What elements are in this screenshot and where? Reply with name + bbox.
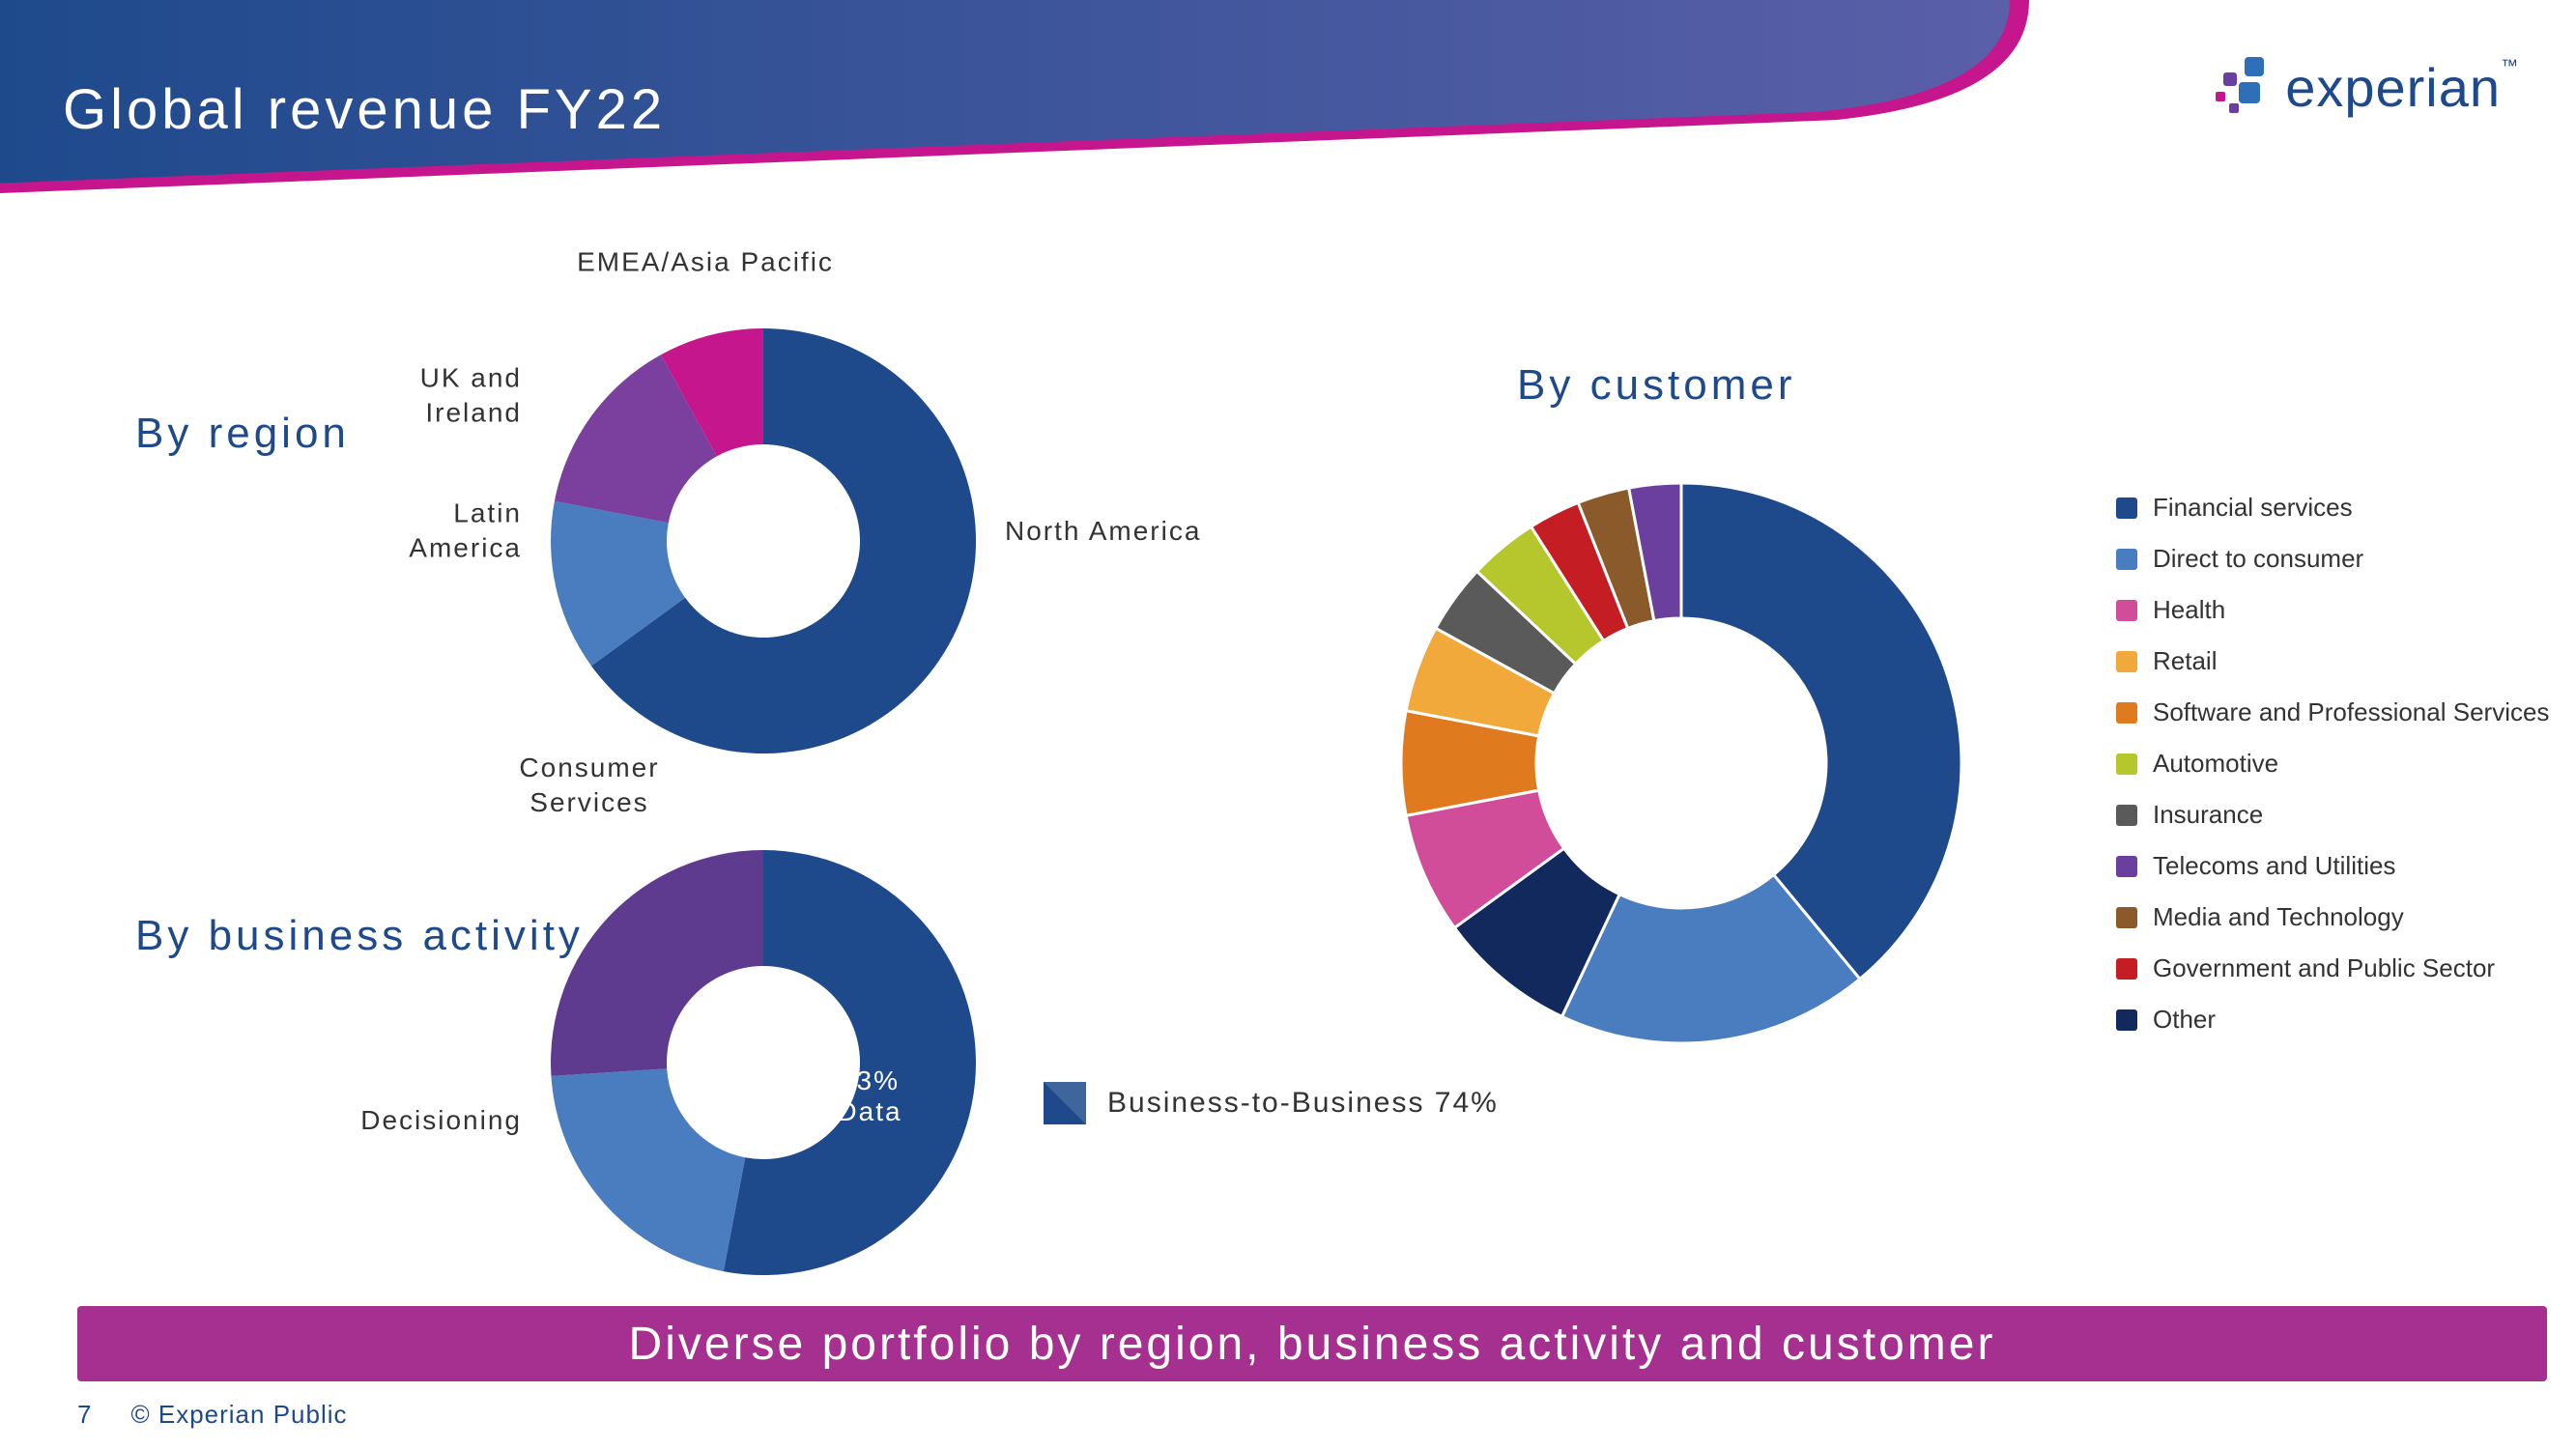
region-outer-label: LatinAmerica: [409, 497, 522, 567]
legend-label: Media and Technology: [2153, 902, 2404, 932]
legend-swatch-icon: [2116, 497, 2137, 519]
legend-label: Retail: [2153, 646, 2217, 676]
b2b-indicator: Business-to-Business 74%: [1044, 1082, 1499, 1124]
legend-label: Software and Professional Services: [2153, 697, 2549, 727]
legend-item: Telecoms and Utilities: [2116, 851, 2549, 881]
activity-outer-label: ConsumerServices: [519, 751, 659, 821]
legend-label: Automotive: [2153, 749, 2278, 779]
footer-meta: 7 © Experian Public: [77, 1400, 348, 1430]
slide-title: Global revenue FY22: [63, 77, 666, 142]
legend-label: Insurance: [2153, 800, 2263, 830]
legend-swatch-icon: [2116, 702, 2137, 724]
customer-legend: Financial services Direct to consumer Heal…: [2116, 493, 2549, 1056]
legend-label: Telecoms and Utilities: [2153, 851, 2395, 881]
legend-swatch-icon: [2116, 805, 2137, 826]
legend-item: Financial services: [2116, 493, 2549, 523]
region-outer-label: EMEA/Asia Pacific: [577, 245, 834, 280]
activity-data-label: 53%Data: [837, 1065, 902, 1127]
legend-item: Other: [2116, 1005, 2549, 1035]
brand-logo-icon: [2206, 53, 2274, 121]
region-outer-label: North America: [1005, 514, 1201, 549]
legend-item: Retail: [2116, 646, 2549, 676]
legend-swatch-icon: [2116, 1009, 2137, 1031]
legend-label: Direct to consumer: [2153, 544, 2363, 574]
legend-item: Health: [2116, 595, 2549, 625]
legend-label: Other: [2153, 1005, 2216, 1035]
legend-item: Government and Public Sector: [2116, 953, 2549, 983]
legend-item: Insurance: [2116, 800, 2549, 830]
page-number: 7: [77, 1400, 92, 1430]
legend-item: Software and Professional Services: [2116, 697, 2549, 727]
footer-text: Diverse portfolio by region, business ac…: [629, 1318, 1996, 1371]
b2b-label: Business-to-Business 74%: [1107, 1087, 1499, 1120]
legend-item: Automotive: [2116, 749, 2549, 779]
activity-outer-label: Decisioning: [360, 1103, 522, 1138]
b2b-swatch-icon: [1044, 1082, 1086, 1124]
legend-swatch-icon: [2116, 549, 2137, 570]
legend-swatch-icon: [2116, 600, 2137, 621]
legend-swatch-icon: [2116, 958, 2137, 980]
legend-label: Health: [2153, 595, 2225, 625]
brand-tm: ™: [2501, 56, 2518, 75]
legend-swatch-icon: [2116, 907, 2137, 928]
legend-swatch-icon: [2116, 856, 2137, 877]
legend-item: Media and Technology: [2116, 902, 2549, 932]
copyright: © Experian Public: [130, 1400, 347, 1430]
legend-label: Financial services: [2153, 493, 2353, 523]
legend-swatch-icon: [2116, 651, 2137, 672]
legend-label: Government and Public Sector: [2153, 953, 2495, 983]
footer-bar: Diverse portfolio by region, business ac…: [77, 1306, 2547, 1381]
chart-region-title: By region: [135, 406, 350, 461]
legend-item: Direct to consumer: [2116, 544, 2549, 574]
brand-logo-text: experian: [2285, 57, 2501, 118]
region-outer-label: UK andIreland: [420, 361, 522, 432]
legend-swatch-icon: [2116, 753, 2137, 775]
brand-logo: experian™: [2206, 53, 2518, 121]
chart-activity-title: By business activity: [135, 908, 584, 963]
chart-customer-title: By customer: [1517, 357, 1796, 412]
